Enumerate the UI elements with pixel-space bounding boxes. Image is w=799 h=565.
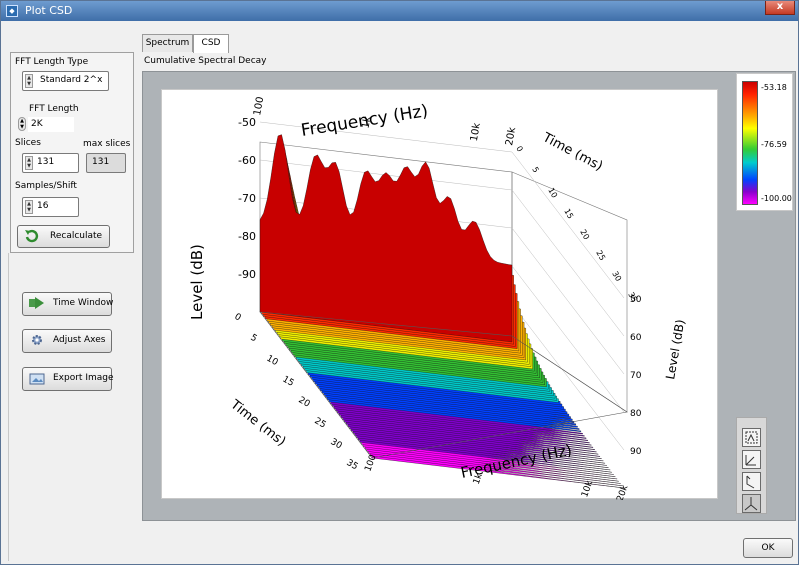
freq-tick-label-top: 20k [504, 126, 518, 146]
tab-csd[interactable]: CSD [193, 34, 229, 53]
time-tick-label: 10 [265, 354, 280, 369]
samples-shift-value: 16 [37, 201, 49, 211]
time-tick-label-top: 35 [626, 291, 639, 304]
export-image-button[interactable]: Export Image [22, 367, 114, 391]
tick-labels: -5050-6060-7070-8080-9090005510101515202… [233, 96, 642, 503]
recalculate-button[interactable]: Recalculate [17, 225, 110, 248]
time-tick-label-top: 25 [594, 249, 607, 262]
max-slices-value: 131 [92, 157, 110, 167]
z-tick-label: -80 [238, 230, 256, 243]
export-image-label: Export Image [53, 373, 114, 383]
gear-icon [32, 335, 42, 345]
z-tick-label-right: 70 [630, 371, 642, 381]
fft-length-type-label: FFT Length Type [15, 57, 89, 67]
fft-length-type-value: Standard 2^x [40, 75, 103, 85]
time-tick-label-top: 20 [578, 228, 591, 241]
refresh-icon [25, 229, 39, 243]
recalculate-label: Recalculate [50, 231, 103, 241]
time-window-button[interactable]: Time Window [22, 292, 114, 316]
time-tick-label-top: 30 [610, 270, 623, 283]
z-axis-title-right: Level (dB) [663, 318, 687, 380]
z-axis-title-left: Level (dB) [188, 244, 206, 320]
plot-tool-strip [736, 417, 767, 514]
y-axis-title-left: Time (ms) [227, 397, 289, 450]
legend-mid-label: -76.59 [761, 140, 787, 149]
window-title: Plot CSD [25, 4, 73, 17]
waterfall-slices [259, 134, 625, 489]
time-window-label: Time Window [53, 298, 114, 308]
spinner-arrows-icon[interactable]: ▲ ▼ [25, 156, 33, 170]
ok-button[interactable]: OK [743, 538, 793, 558]
spinner-arrows-icon[interactable]: ▲ ▼ [25, 200, 33, 214]
freq-tick-label: 1k [472, 471, 485, 485]
z-tick-label: -60 [238, 154, 256, 167]
freq-tick-label: 10k [580, 479, 595, 499]
legend-min-label: -100.00 [761, 194, 792, 203]
time-tick-label: 15 [281, 375, 296, 389]
pan-tool-icon[interactable] [742, 472, 761, 491]
tab-spectrum[interactable]: Spectrum [142, 34, 193, 52]
fft-length-label: FFT Length [29, 104, 79, 114]
time-tick-label: 5 [249, 333, 259, 345]
csd-waterfall-plot[interactable]: Frequency (Hz) Frequency (Hz) Level (dB)… [161, 89, 719, 503]
time-tick-label-top: 10 [546, 186, 559, 199]
time-tick-label-top: 0 [514, 145, 524, 154]
max-slices-field: 131 [86, 153, 126, 173]
adjust-axes-label: Adjust Axes [53, 335, 106, 345]
floor-plane [259, 311, 628, 459]
z-tick-label-right: 50 [630, 295, 642, 305]
level-gridline [259, 159, 625, 337]
freq-tick-label: 100 [363, 453, 378, 473]
level-gridline [259, 121, 625, 299]
freq-tick-label-top: 10k [469, 122, 483, 142]
legend-max-label: -53.18 [761, 83, 787, 92]
samples-shift-input[interactable]: ▲ ▼ 16 [22, 197, 79, 217]
z-tick-label-right: 80 [630, 409, 642, 419]
color-scale-legend: -53.18 -76.59 -100.00 [736, 73, 793, 211]
z-tick-label: -90 [238, 268, 256, 281]
time-tick-label: 25 [313, 416, 328, 430]
color-gradient-bar [742, 81, 758, 205]
z-tick-label: -50 [238, 116, 256, 129]
time-tick-label-top: 15 [562, 207, 575, 220]
zoom-box-tool-icon[interactable] [742, 428, 761, 447]
freq-tick-label: 20k [615, 483, 630, 500]
time-window-icon [29, 297, 44, 309]
waterfall-chart[interactable]: Frequency (Hz) Frequency (Hz) Level (dB)… [162, 90, 719, 503]
max-slices-label: max slices [83, 139, 131, 149]
divider [8, 253, 9, 561]
fft-length-stepper[interactable]: ▲ ▼ [18, 117, 26, 131]
waterfall-slice [259, 134, 513, 343]
time-tick-label-top: 5 [530, 165, 540, 174]
close-button[interactable]: x [765, 1, 795, 15]
slices-value: 131 [37, 157, 55, 167]
slices-input[interactable]: ▲ ▼ 131 [22, 153, 79, 173]
title-bar[interactable]: ◆ Plot CSD x [1, 1, 798, 21]
adjust-axes-button[interactable]: Adjust Axes [22, 329, 112, 353]
export-image-icon [29, 373, 45, 385]
section-title: Cumulative Spectral Decay [144, 56, 267, 66]
app-icon: ◆ [6, 5, 18, 17]
freq-tick-label-top: 1k [360, 115, 373, 129]
fft-length-value[interactable]: 2K [28, 117, 74, 132]
z-tick-label-right: 60 [630, 333, 642, 343]
slices-label: Slices [15, 138, 41, 148]
y-axis-title-top: Time (ms) [539, 130, 605, 174]
z-tick-label: -70 [238, 192, 256, 205]
time-tick-label: 20 [297, 395, 312, 410]
spinner-arrows-icon[interactable]: ▲ ▼ [25, 74, 33, 88]
axes-3d-tool-icon[interactable] [742, 494, 761, 513]
z-tick-label-right: 90 [630, 447, 642, 457]
fft-length-type-select[interactable]: ▲ ▼ Standard 2^x [22, 71, 109, 91]
freq-tick-label-top: 100 [252, 96, 266, 117]
rotate-tool-icon[interactable] [742, 450, 761, 469]
time-tick-label: 30 [329, 437, 344, 452]
time-tick-label: 0 [233, 312, 243, 324]
time-tick-label: 35 [345, 458, 360, 472]
samples-shift-label: Samples/Shift [15, 181, 77, 191]
